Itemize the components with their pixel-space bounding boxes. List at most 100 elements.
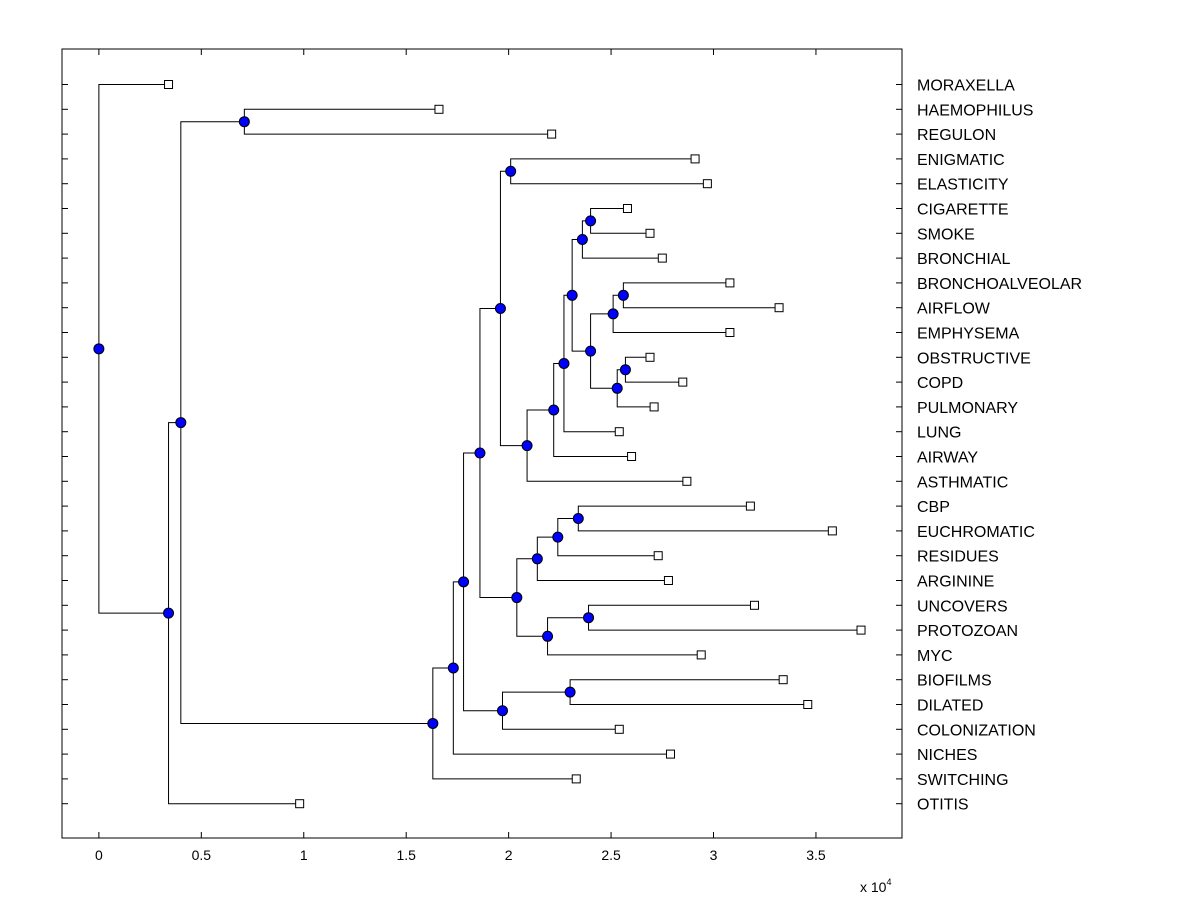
node-marker-n-q — [531, 553, 543, 565]
leaf-markers — [164, 80, 866, 809]
node-marker-n-f — [474, 447, 486, 459]
plot-area-frame — [61, 48, 903, 839]
leaf-label-arginine: ARGININE — [917, 574, 994, 591]
node-marker-n-n — [585, 345, 597, 357]
leaf-marker-obstructive — [645, 352, 655, 362]
leaf-marker-moraxella — [164, 80, 174, 89]
leaf-marker-arginine — [663, 576, 673, 585]
leaf-marker-cbp — [745, 501, 755, 511]
node-marker-n-d — [447, 662, 459, 674]
leaf-marker-uncovers — [749, 600, 759, 610]
node-marker-n-e — [458, 576, 470, 588]
leaf-label-colonization: COLONIZATION — [917, 722, 1036, 739]
leaf-label-euchromatic: EUCHROMATIC — [917, 524, 1035, 541]
node-marker-n-p — [611, 382, 623, 394]
leaf-label-lung: LUNG — [917, 425, 961, 442]
leaf-marker-copd — [678, 377, 688, 387]
leaf-marker-biofilms — [778, 675, 788, 685]
leaf-label-cbp: CBP — [917, 499, 950, 516]
leaf-label-haemophilus: HAEMOPHILUS — [917, 102, 1033, 119]
leaf-marker-haemophilus — [434, 104, 444, 114]
leaf-marker-elasticity — [702, 179, 712, 189]
x-tick-label-7: 3.5 — [806, 847, 826, 863]
node-marker-n-g — [494, 302, 506, 314]
y-axis-ticks — [62, 84, 902, 805]
x-axis-ticks — [98, 49, 817, 838]
leaf-marker-switching — [571, 774, 581, 784]
leaf-marker-niches — [665, 749, 675, 759]
leaf-marker-pulmonary — [649, 402, 659, 412]
node-marker-n-up — [583, 612, 595, 624]
leaf-label-airway: AIRWAY — [917, 450, 978, 467]
leaf-label-cigarette: CIGARETTE — [917, 202, 1009, 219]
leaf-marker-cigarette — [622, 204, 632, 213]
leaf-marker-lung — [614, 427, 624, 437]
leaf-label-residues: RESIDUES — [917, 549, 999, 566]
node-marker-n-b — [175, 417, 187, 429]
leaf-label-copd: COPD — [917, 375, 963, 392]
leaf-label-moraxella: MORAXELLA — [917, 78, 1015, 95]
x-tick-label-2: 1 — [300, 847, 308, 863]
leaf-label-biofilms: BIOFILMS — [917, 673, 992, 690]
leaf-label-asthmatic: ASTHMATIC — [917, 474, 1008, 491]
x-tick-label-5: 2.5 — [601, 847, 621, 863]
node-marker-n-i — [521, 440, 533, 452]
node-marker-n-k — [558, 358, 570, 369]
node-marker-n-l — [566, 289, 578, 301]
leaf-marker-otitis — [295, 799, 305, 809]
internal-node-markers — [93, 116, 631, 729]
x-tick-label-6: 3 — [710, 847, 718, 863]
node-marker-n-j — [548, 404, 560, 416]
leaf-label-enigmatic: ENIGMATIC — [917, 152, 1005, 169]
x-tick-labels: 0 0.5 1 1.5 2 2.5 3 3.5 — [95, 847, 826, 863]
x-tick-label-1: 0.5 — [192, 847, 212, 863]
leaf-label-niches: NICHES — [917, 747, 977, 764]
x-tick-label-3: 1.5 — [396, 847, 416, 863]
node-marker-n-a — [163, 607, 175, 619]
leaf-label-uncovers: UNCOVERS — [917, 598, 1008, 615]
leaf-marker-enigmatic — [690, 154, 700, 164]
node-marker-n-bd — [564, 686, 576, 698]
leaf-marker-bronchial — [657, 253, 667, 263]
leaf-marker-myc — [696, 650, 706, 660]
leaf-label-regulon: REGULON — [917, 127, 996, 144]
leaf-label-bronchoalveolar: BRONCHOALVEOLAR — [917, 276, 1082, 293]
node-marker-n-hr — [238, 116, 250, 128]
x-tick-label-4: 2 — [505, 847, 513, 863]
leaf-label-switching: SWITCHING — [917, 772, 1009, 789]
x-axis-multiplier-exponent: 4 — [886, 877, 891, 887]
node-marker-n-o — [607, 308, 619, 320]
x-tick-label-0: 0 — [95, 847, 103, 863]
leaf-label-myc: MYC — [917, 648, 953, 665]
leaf-marker-airway — [627, 452, 637, 461]
leaf-marker-emphysema — [725, 328, 735, 337]
node-marker-n-c — [427, 717, 439, 729]
leaf-marker-protozoan — [856, 625, 866, 635]
leaf-marker-euchromatic — [827, 526, 837, 536]
leaf-marker-regulon — [547, 129, 557, 139]
node-marker-n-root — [93, 343, 105, 355]
node-marker-n-m — [576, 234, 588, 245]
node-marker-n-r — [542, 630, 554, 642]
leaf-label-elasticity: ELASTICITY — [917, 177, 1009, 194]
leaf-label-obstructive: OBSTRUCTIVE — [917, 350, 1031, 367]
leaf-marker-colonization — [614, 724, 624, 734]
leaf-marker-bronchoalveolar — [725, 278, 735, 288]
node-marker-n-ba — [617, 289, 629, 301]
node-marker-n-bdc — [496, 705, 508, 717]
x-axis-multiplier: x 104 — [860, 877, 891, 895]
leaf-marker-airflow — [774, 303, 784, 313]
node-marker-n-s — [552, 531, 564, 543]
leaf-label-airflow: AIRFLOW — [917, 301, 991, 318]
leaf-marker-smoke — [645, 228, 655, 238]
leaf-label-emphysema: EMPHYSEMA — [917, 326, 1020, 343]
leaf-marker-asthmatic — [682, 476, 692, 486]
leaf-label-dilated: DILATED — [917, 698, 983, 715]
x-axis-multiplier-base: x 10 — [860, 879, 887, 895]
node-marker-n-ce — [572, 513, 584, 524]
node-marker-n-oc — [619, 364, 631, 376]
leaf-marker-dilated — [803, 700, 813, 709]
node-marker-n-cs — [585, 215, 597, 227]
leaf-labels: MORAXELLA HAEMOPHILUS REGULON ENIGMATIC ELAS… — [917, 78, 1082, 814]
